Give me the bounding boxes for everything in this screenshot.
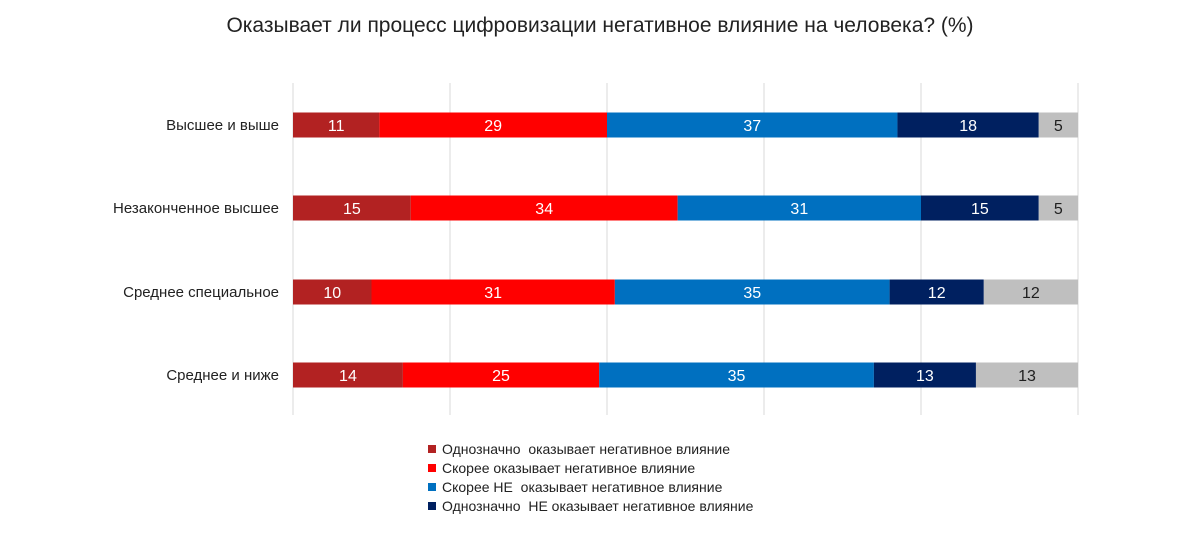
data-label: 15: [343, 201, 361, 218]
bar-segment: [889, 279, 984, 305]
legend-swatch: [428, 482, 436, 491]
data-label: 13: [916, 368, 934, 385]
bar-segment: [293, 362, 403, 388]
data-label: 37: [743, 118, 761, 135]
legend: Однозначно оказывает негативное влияние С…: [428, 439, 753, 515]
bar-segment: [293, 195, 411, 221]
data-label: 5: [1054, 118, 1063, 135]
data-label: 31: [790, 201, 808, 218]
data-label: 11: [328, 118, 345, 135]
data-label: 31: [484, 285, 502, 302]
bar-segment: [614, 279, 890, 305]
bar-segment: [677, 195, 921, 221]
data-label: 10: [323, 285, 341, 302]
bar-segment: [410, 195, 678, 221]
category-label: Среднее специальное: [123, 284, 279, 301]
data-label: 14: [339, 368, 357, 385]
category-label: Среднее и ниже: [166, 367, 279, 384]
chart-plot: Высшее и выше 11 29 37 18 5 Незаконченное высш…: [113, 83, 1079, 415]
legend-label: Однозначно НЕ оказывает негативное влиян…: [442, 497, 754, 514]
legend-swatch: [428, 444, 436, 453]
chart-title: Оказывает ли процесс цифровизации негати…: [226, 14, 974, 37]
legend-item: Скорее оказывает негативное влияние: [428, 458, 753, 477]
data-label: 35: [728, 368, 746, 385]
data-label: 25: [492, 368, 510, 385]
bar-segment: [293, 279, 372, 305]
data-label: 34: [535, 201, 553, 218]
legend-label: Скорее оказывает негативное влияние: [442, 459, 696, 476]
data-label: 29: [484, 118, 502, 135]
legend-item: Скорее НЕ оказывает негативное влияние: [428, 477, 753, 496]
data-label: 15: [971, 201, 989, 218]
bar-segment: [599, 362, 874, 388]
data-label: 18: [959, 118, 977, 135]
data-label: 35: [743, 285, 761, 302]
bar-segment: [983, 279, 1078, 305]
legend-label: Скорее НЕ оказывает негативное влияние: [442, 478, 723, 495]
legend-label: Однозначно оказывает негативное влияние: [442, 440, 731, 457]
data-label: 5: [1054, 201, 1063, 218]
bar-segment: [873, 362, 976, 388]
bar-segment: [1038, 195, 1078, 221]
legend-item: Однозначно оказывает негативное влияние: [428, 439, 753, 458]
bar-segment: [293, 112, 380, 138]
legend-item: Однозначно НЕ оказывает негативное влиян…: [428, 496, 753, 515]
data-label: 12: [1022, 285, 1040, 302]
category-label: Незаконченное высшее: [113, 200, 279, 217]
legend-swatch: [428, 501, 436, 510]
data-label: 12: [928, 285, 946, 302]
bar-segment: [607, 112, 898, 138]
bar-segment: [897, 112, 1039, 138]
bar-segment: [371, 279, 615, 305]
bar-segment: [921, 195, 1039, 221]
legend-swatch: [428, 463, 436, 472]
bar-segment: [975, 362, 1078, 388]
category-label: Высшее и выше: [166, 117, 279, 134]
bar-segment: [402, 362, 600, 388]
bar-segment: [379, 112, 607, 138]
bar-segment: [1038, 112, 1078, 138]
data-label: 13: [1018, 368, 1036, 385]
